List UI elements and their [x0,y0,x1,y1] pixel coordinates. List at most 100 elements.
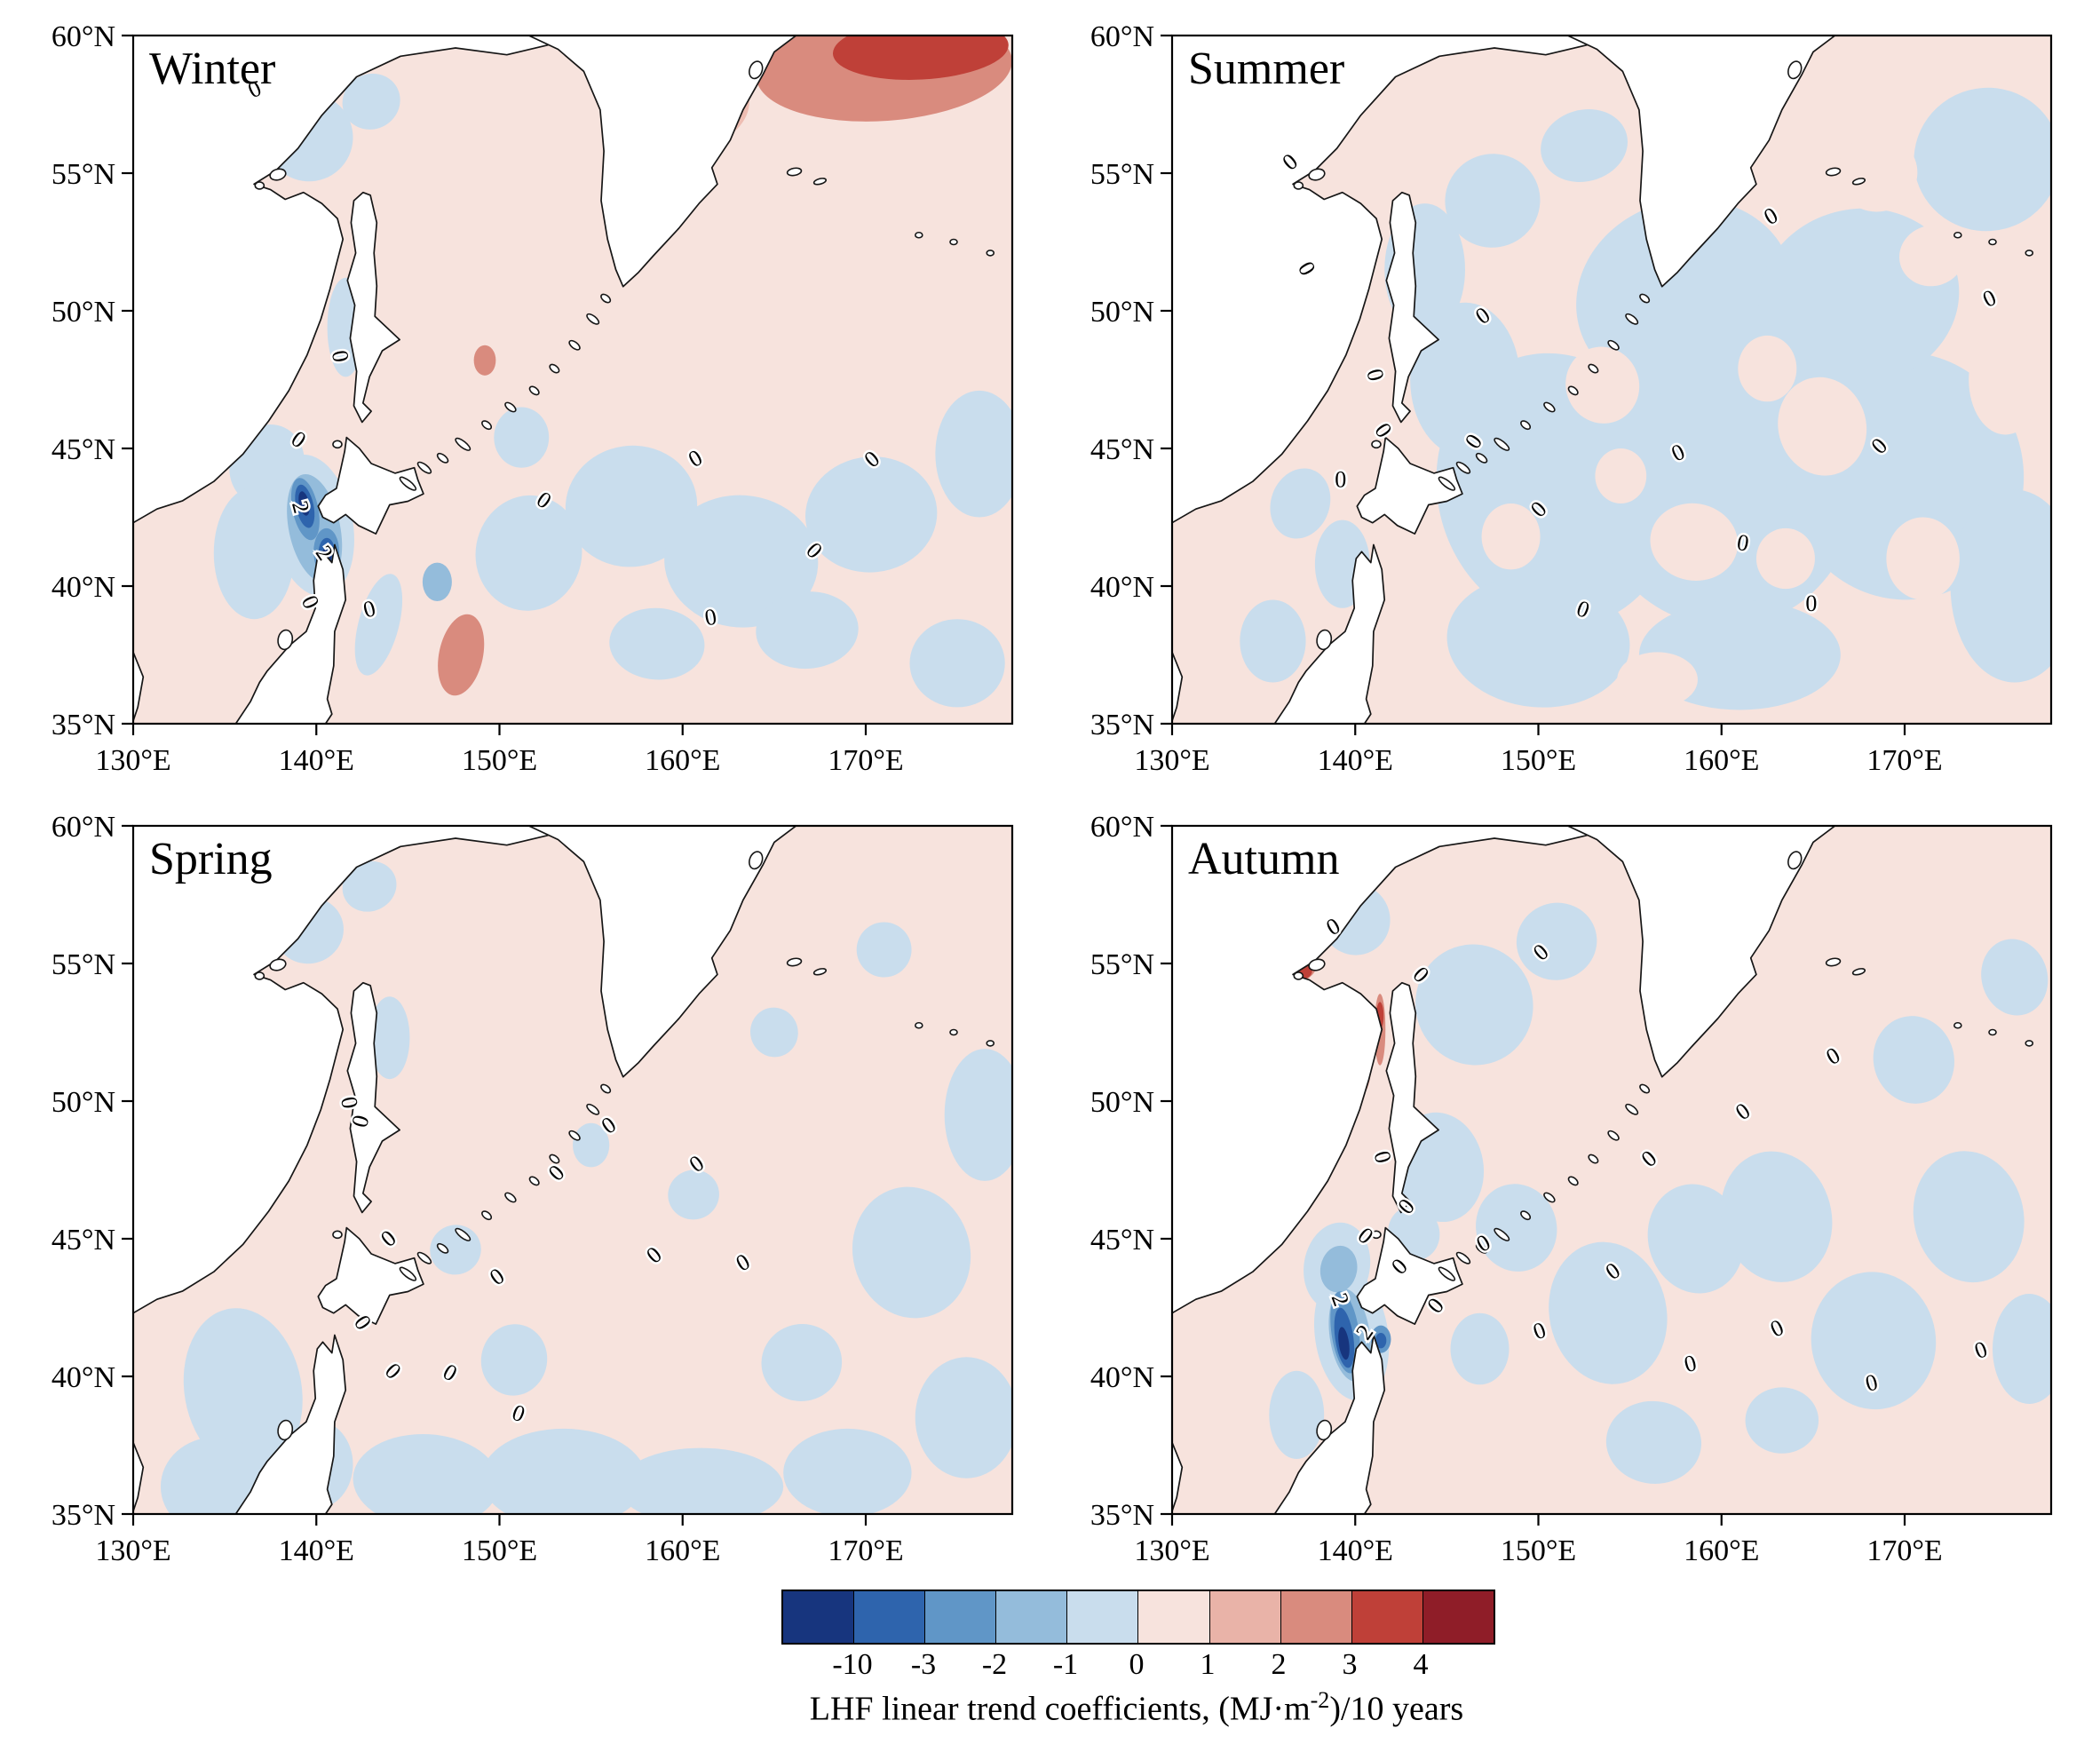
panel-spring: 0 0 0 0 0 0 0 0 0 0 0 0 0 60°N 55°N 50°N 45°N 40°N 35°N 130… [31,806,1023,1581]
lat-tick-label: 40°N [52,1361,115,1394]
trend-region [856,922,912,978]
trend-region [1481,503,1541,570]
colorbar-tick-label: -1 [1052,1648,1079,1681]
small-island [1825,957,1842,967]
lat-tick-label: 55°N [1090,158,1154,191]
kuril-island [1494,437,1510,451]
small-island [1988,238,1997,246]
caption-superscript: -2 [1310,1687,1330,1713]
lat-tick-label: 50°N [52,296,115,329]
colorbar-tick-label: 4 [1413,1648,1429,1681]
trend-region [1720,1151,1833,1282]
kuril-island [416,461,432,474]
trend-region [805,456,938,573]
coastline [133,36,577,524]
kuril-island [1475,1242,1488,1254]
lat-tick-label: 50°N [1090,296,1154,329]
kuril-island [600,1083,612,1094]
small-island [332,1230,343,1240]
kuril-island [1438,476,1456,491]
lat-tick-label: 40°N [52,571,115,604]
trend-region [1476,1184,1557,1272]
lon-tick-label: 150°E [462,744,537,777]
lat-tick-label: 50°N [1090,1086,1154,1119]
trend-region [852,1186,971,1319]
coastline [1356,436,1463,535]
small-island [1787,851,1803,870]
kuril-island [600,293,612,304]
trend-region [1605,1400,1702,1484]
small-island [949,1028,958,1036]
trend-region [609,607,705,680]
lon-tick-label: 150°E [462,1534,537,1567]
coastline [1273,1334,1386,1514]
kuril-island [436,1242,449,1254]
trend-region [1565,346,1640,424]
small-island [1308,168,1326,181]
small-island [269,168,287,181]
small-island [1851,968,1866,976]
lon-tick-label: 140°E [279,744,354,777]
small-island [1825,167,1842,177]
kuril-island [1494,1227,1510,1241]
trend-region [1541,109,1628,182]
small-island [277,629,294,651]
trend-region [183,1308,303,1472]
coastline [1172,36,1616,524]
trend-region [668,1169,719,1220]
plot-frame [1170,34,2053,725]
trend-region [369,996,410,1080]
coastline [1385,981,1439,1214]
lon-tick-label: 160°E [645,744,720,777]
lon-tick-label: 150°E [1501,1534,1576,1567]
contour-label: 0 [1805,591,1817,616]
trend-region [1993,1294,2051,1404]
lat-tick-label: 35°N [1090,1499,1154,1532]
lon-tick-label: 140°E [279,1534,354,1567]
trend-region [1745,1387,1819,1454]
kuril-island [1639,293,1651,304]
coastline [1172,826,1616,1314]
coastline [527,826,797,1078]
lat-tick-label: 45°N [1090,433,1154,466]
map-summer: 00000000000000060°N55°N50°N45°N40°N35°N1… [1090,20,2053,777]
kuril-island [528,1176,540,1186]
kuril-island [1543,401,1556,413]
trend-region [342,860,397,912]
small-island [786,167,803,177]
colorbar-tick-label: 2 [1271,1648,1287,1681]
trend-region [1270,468,1331,539]
small-island [1316,1419,1333,1441]
coastline [1566,826,1836,1078]
kuril-island [1625,1103,1639,1115]
lon-tick-label: 170°E [828,1534,903,1567]
lat-tick-label: 40°N [1090,571,1154,604]
trend-region [783,1428,912,1514]
trend-region [1738,335,1797,402]
colorbar-tick-label: 0 [1129,1648,1145,1681]
colorbar-cell [1209,1591,1281,1643]
kuril-island [1475,452,1488,464]
coastline [527,36,797,288]
trend-region [480,1428,646,1514]
kuril-island [1543,1192,1556,1203]
small-island [786,957,803,967]
trend-region [1617,652,1698,708]
kuril-island [481,420,493,431]
small-island [915,1021,923,1029]
kuril-island [455,1227,472,1241]
lat-tick-label: 45°N [52,433,115,466]
kuril-island [586,1103,600,1115]
lat-tick-label: 60°N [1090,20,1154,53]
lat-tick-label: 60°N [52,811,115,844]
kuril-island [399,1266,417,1281]
kuril-island [1520,420,1532,431]
trend-region [1913,1151,2025,1283]
trend-region [1914,87,2051,232]
colorbar-tick-label: 1 [1200,1648,1216,1681]
